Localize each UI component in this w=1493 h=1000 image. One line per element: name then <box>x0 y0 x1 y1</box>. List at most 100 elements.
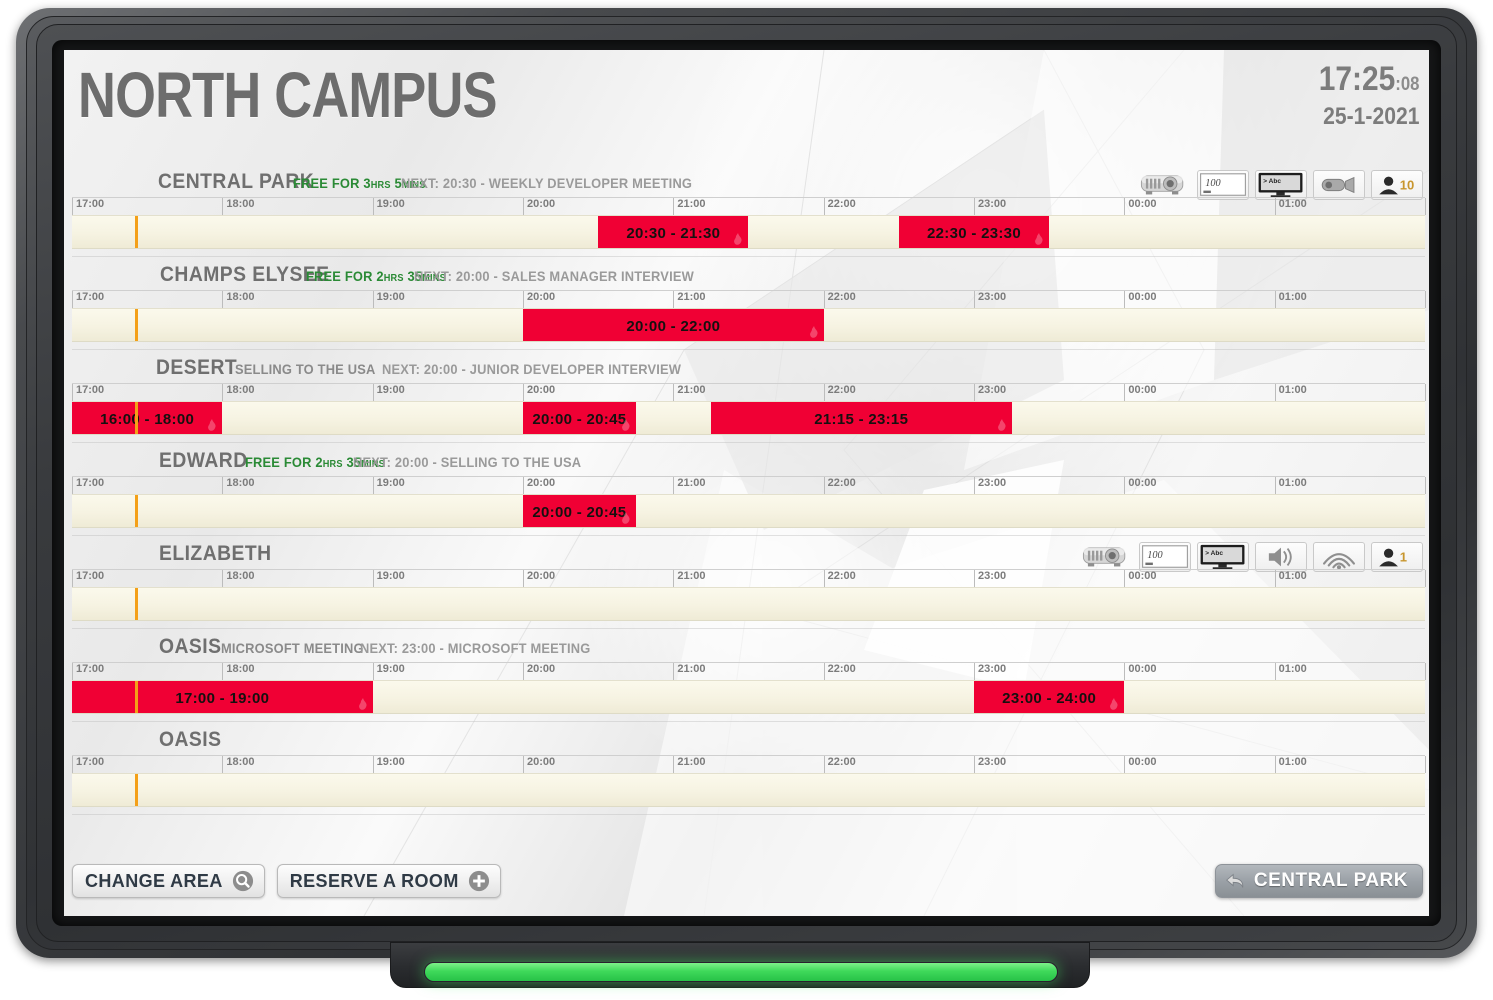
capacity-icon: 1 <box>1371 542 1423 572</box>
back-to-central-park-button[interactable]: CENTRAL PARK <box>1214 864 1423 898</box>
axis-tick: 22:00 <box>823 198 856 215</box>
axis-tick: 00:00 <box>1124 756 1156 773</box>
tv-screen-icon: > Abc <box>1197 542 1249 572</box>
booking-block[interactable]: 23:00 - 24:00 <box>974 681 1125 713</box>
room-name: OASIS <box>159 635 222 658</box>
axis-tick: 02:00 <box>1425 756 1429 773</box>
change-area-button[interactable]: CHANGE AREA <box>72 864 265 898</box>
booking-label: 22:30 - 23:30 <box>927 224 1021 242</box>
room-status: FREE FOR 2HRS 35MINS <box>245 454 385 470</box>
room-header: DESERT SELLING TO THE USA NEXT: 20:00 - JU… <box>64 354 1429 382</box>
booking-block[interactable]: 22:30 - 23:30 <box>898 216 1050 248</box>
timeline-track[interactable] <box>72 587 1425 621</box>
recurring-icon <box>1110 698 1118 710</box>
room-row[interactable]: CENTRAL PARK FREE FOR 3HRS 5MINS NEXT: 20:… <box>64 168 1429 261</box>
booking-block[interactable]: 21:15 - 23:15 <box>710 402 1012 434</box>
timeline-track[interactable] <box>72 773 1425 807</box>
booking-label: 20:00 - 20:45 <box>532 410 627 428</box>
room-header: CENTRAL PARK FREE FOR 3HRS 5MINS NEXT: 20:… <box>64 168 1429 200</box>
axis-tick: 20:00 <box>523 663 555 680</box>
recurring-icon <box>208 419 216 431</box>
row-divider <box>72 628 1425 629</box>
axis-tick: 01:00 <box>1274 756 1307 773</box>
axis-tick: 21:00 <box>673 384 705 401</box>
axis-tick: 21:00 <box>673 477 705 494</box>
axis-tick: 00:00 <box>1124 198 1156 215</box>
room-header: OASIS <box>64 726 1429 754</box>
room-next-meeting: NEXT: 20:00 - JUNIOR DEVELOPER INTERVIEW <box>381 361 681 377</box>
room-name: DESERT <box>156 356 238 379</box>
axis-tick: 01:00 <box>1274 198 1307 215</box>
room-row[interactable]: ELIZABETH 100 > Abc <box>64 540 1429 633</box>
booking-block[interactable]: 20:00 - 22:00 <box>523 309 824 341</box>
clock: 17:25:08 25-1-2021 <box>1305 62 1419 130</box>
whiteboard-icon: 100 <box>1139 542 1191 572</box>
booking-block[interactable]: 17:00 - 19:00 <box>72 681 373 713</box>
timeline-axis: 17:00 18:00 19:00 20:00 21:00 22:00 23:00 00:00… <box>72 476 1427 494</box>
clock-date: 25-1-2021 <box>1322 103 1419 130</box>
capacity-icon: 10 <box>1371 170 1423 200</box>
timeline-axis: 17:00 18:00 19:00 20:00 21:00 22:00 23:00 00:00… <box>72 569 1427 587</box>
booking-block[interactable]: 16:00 - 18:00 <box>72 402 223 434</box>
room-next-meeting: NEXT: 23:00 - MICROSOFT MEETING <box>360 640 591 656</box>
room-name: CENTRAL PARK <box>158 170 315 193</box>
axis-tick: 22:00 <box>823 477 856 494</box>
booking-block[interactable]: 20:00 - 20:45 <box>523 495 636 527</box>
room-row[interactable]: OASIS 17:00 18:00 19:00 20:00 21:00 22:00 23:00… <box>64 726 1429 819</box>
timeline-track[interactable]: 20:30 - 21:30 22:30 - 23:30 <box>72 215 1425 249</box>
axis-tick: 18:00 <box>222 756 254 773</box>
footer-bar: CHANGE AREA RESERVE A ROOM <box>64 858 1429 910</box>
axis-tick: 23:00 <box>974 663 1006 680</box>
axis-tick: 02:00 <box>1425 477 1429 494</box>
axis-tick: 00:00 <box>1124 570 1156 587</box>
room-list: CENTRAL PARK FREE FOR 3HRS 5MINS NEXT: 20:… <box>64 168 1429 819</box>
current-time-marker <box>135 588 139 620</box>
axis-tick: 00:00 <box>1124 477 1156 494</box>
room-name: CHAMPS ELYSEE <box>160 263 330 286</box>
axis-tick: 20:00 <box>523 570 555 587</box>
room-header: EDWARD FREE FOR 2HRS 35MINS NEXT: 20:00 - … <box>64 447 1429 475</box>
timeline-axis: 17:00 18:00 19:00 20:00 21:00 22:00 23:00 00:00… <box>72 197 1427 215</box>
axis-tick: 19:00 <box>372 663 405 680</box>
row-divider <box>72 256 1425 257</box>
whiteboard-icon: 100 <box>1197 170 1249 200</box>
room-row[interactable]: CHAMPS ELYSEE FREE FOR 2HRS 35MINS NEXT: 2… <box>64 261 1429 354</box>
timeline-track[interactable]: 20:00 - 22:00 <box>72 308 1425 342</box>
axis-tick: 17:00 <box>72 384 104 401</box>
recurring-icon <box>621 512 630 524</box>
booking-block[interactable]: 20:00 - 20:45 <box>523 402 636 434</box>
wifi-icon <box>1313 542 1365 572</box>
booking-label: 23:00 - 24:00 <box>1002 689 1097 707</box>
reserve-room-button[interactable]: RESERVE A ROOM <box>276 864 501 898</box>
projector-icon <box>1135 170 1191 200</box>
svg-text:> Abc: > Abc <box>1263 178 1281 185</box>
back-arrow-icon <box>1225 873 1244 888</box>
row-divider <box>72 535 1425 536</box>
booking-label: 20:00 - 22:00 <box>626 317 721 335</box>
recurring-icon <box>358 698 367 710</box>
room-name: OASIS <box>159 728 222 751</box>
timeline-track[interactable]: 20:00 - 20:45 <box>72 494 1425 528</box>
axis-tick: 19:00 <box>372 756 405 773</box>
timeline-track[interactable]: 17:00 - 19:00 23:00 - 24:00 <box>72 680 1425 714</box>
booking-block[interactable]: 20:30 - 21:30 <box>598 216 749 248</box>
axis-tick: 23:00 <box>974 756 1006 773</box>
room-row[interactable]: DESERT SELLING TO THE USA NEXT: 20:00 - JU… <box>64 354 1429 447</box>
axis-tick: 20:00 <box>523 477 555 494</box>
row-divider <box>72 442 1425 443</box>
timeline-track[interactable]: 16:00 - 18:00 20:00 - 20:45 21:15 - 23:15 <box>72 401 1425 435</box>
timeline-axis: 17:00 18:00 19:00 20:00 21:00 22:00 23:00 00:00… <box>72 290 1427 308</box>
axis-tick: 02:00 <box>1425 291 1429 308</box>
axis-tick: 17:00 <box>72 477 104 494</box>
axis-tick: 19:00 <box>372 477 405 494</box>
svg-text:1: 1 <box>1400 550 1407 565</box>
current-time-marker <box>135 495 139 527</box>
current-time-marker <box>135 774 139 806</box>
room-row[interactable]: OASIS MICROSOFT MEETING NEXT: 23:00 - MICR… <box>64 633 1429 726</box>
amenity-list: 100 > Abc <box>1077 542 1423 572</box>
axis-tick: 22:00 <box>823 663 856 680</box>
booking-label: 17:00 - 19:00 <box>175 689 270 707</box>
room-next-meeting: NEXT: 20:00 - SELLING TO THE USA <box>353 454 582 470</box>
room-row[interactable]: EDWARD FREE FOR 2HRS 35MINS NEXT: 20:00 - … <box>64 447 1429 540</box>
